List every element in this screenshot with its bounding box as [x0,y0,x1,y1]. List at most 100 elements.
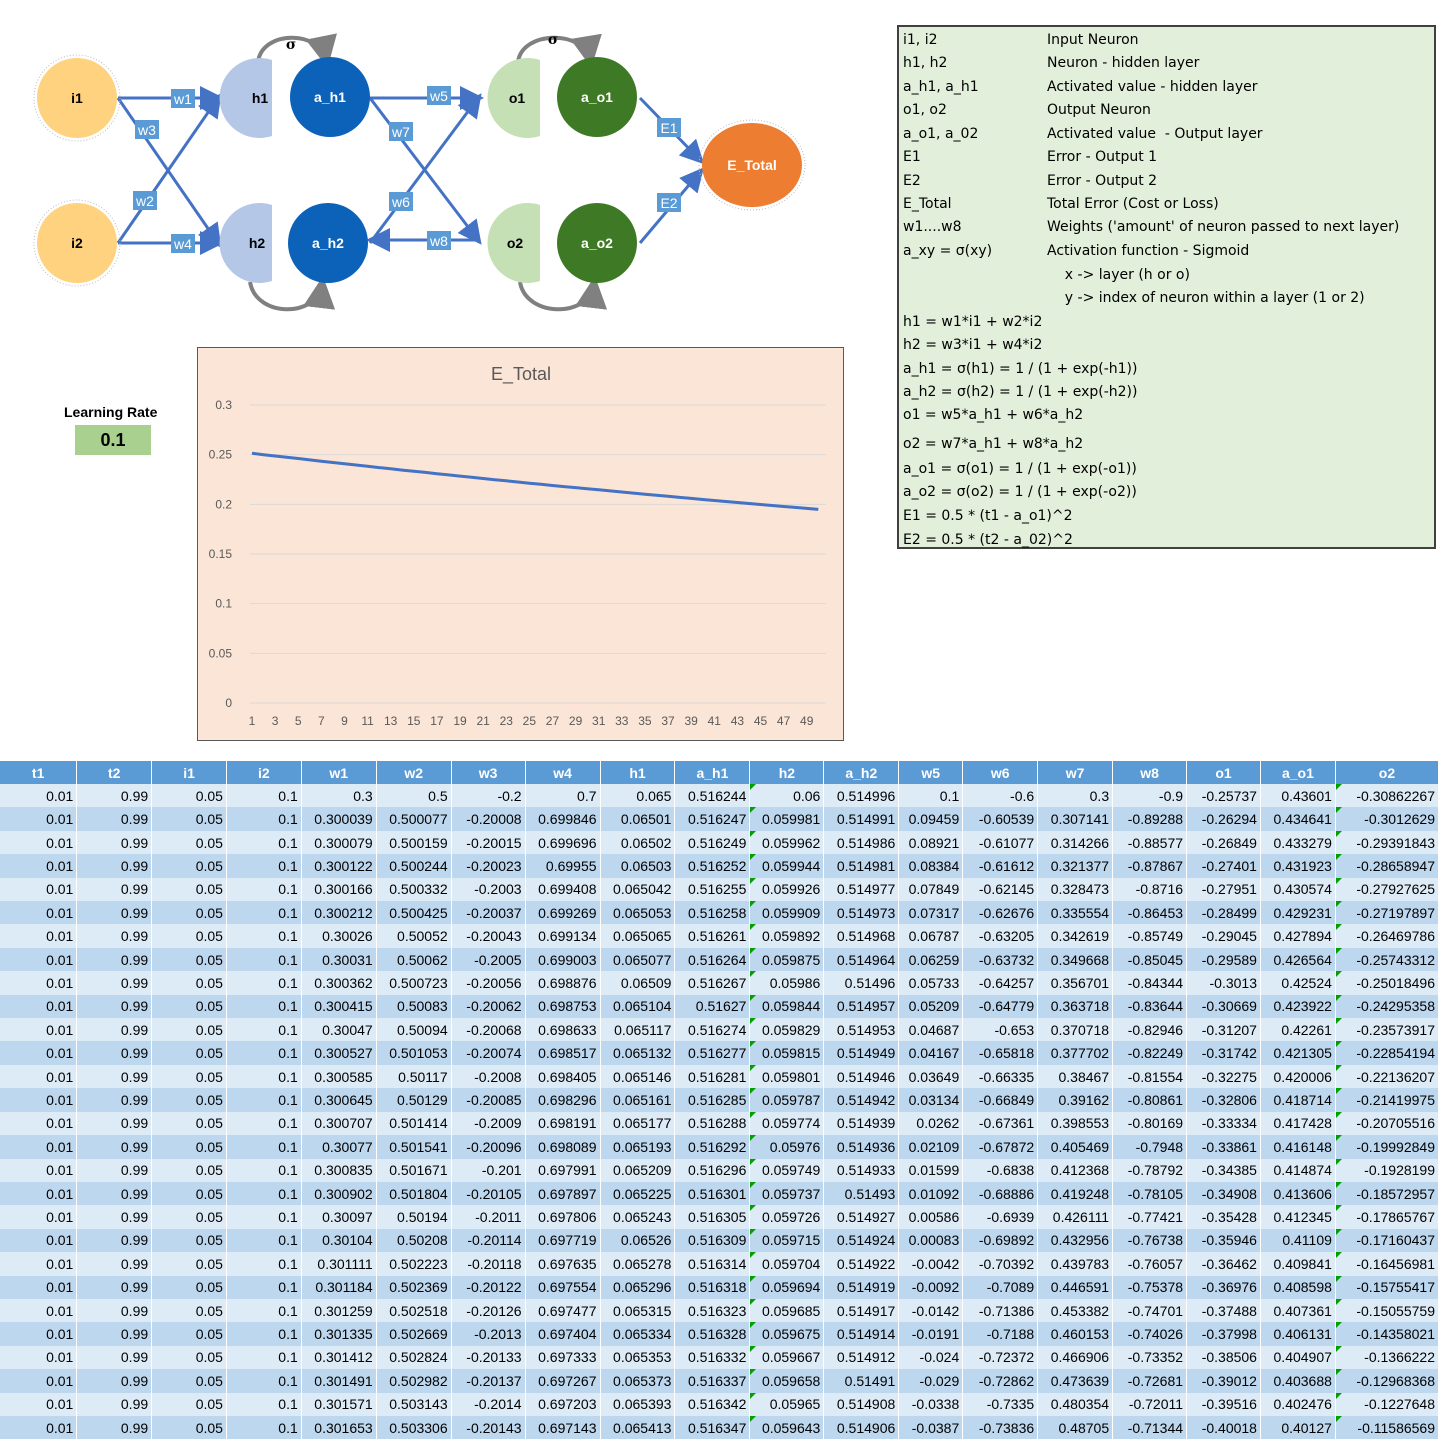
table-cell[interactable]: -0.28499 [1186,901,1261,925]
table-cell[interactable]: 0.50129 [376,1088,452,1112]
table-cell[interactable]: -0.72372 [962,1345,1039,1370]
table-cell[interactable]: -0.20705516 [1335,1111,1439,1136]
table-cell[interactable]: 0.05 [151,877,227,902]
table-cell[interactable]: 0.404907 [1260,1345,1336,1370]
table-cell[interactable]: -0.37488 [1186,1298,1261,1323]
table-cell[interactable]: 0.514973 [823,901,900,925]
table-cell[interactable]: 0.05 [151,1369,227,1393]
table-cell[interactable]: -0.81554 [1112,1064,1188,1089]
table-cell[interactable]: 0.516288 [674,1111,751,1136]
column-header[interactable]: a_o1 [1260,761,1336,784]
table-cell[interactable]: 0.516285 [674,1088,751,1112]
table-cell[interactable]: 0.1 [226,901,302,925]
table-cell[interactable]: 0.301111 [301,1252,377,1276]
table-cell[interactable]: 0.514986 [823,830,900,855]
table-cell[interactable]: -0.17865767 [1335,1205,1439,1229]
table-cell[interactable]: 0.48705 [1037,1415,1114,1440]
table-cell[interactable]: 0.05 [151,830,227,855]
table-cell[interactable]: 0.00586 [898,1205,964,1229]
table-cell[interactable]: 0.698405 [525,1064,601,1089]
table-cell[interactable]: 0.01599 [898,1158,964,1182]
table-cell[interactable]: -0.18572957 [1335,1181,1439,1206]
table-cell[interactable]: 0.06526 [600,1228,676,1253]
table-cell[interactable]: 0.05733 [898,971,964,995]
table-cell[interactable]: 0.423922 [1260,994,1336,1019]
table-cell[interactable]: -0.21419975 [1335,1088,1439,1112]
table-cell[interactable]: 0.99 [76,1298,153,1323]
table-cell[interactable]: -0.20133 [451,1345,526,1370]
table-cell[interactable]: 0.99 [76,924,153,948]
table-cell[interactable]: -0.35428 [1186,1205,1261,1229]
table-cell[interactable]: -0.30862267 [1335,784,1439,808]
table-cell[interactable]: 0.059875 [749,947,825,972]
table-cell[interactable]: 0.1 [226,1135,302,1159]
table-cell[interactable]: 0.1 [226,1111,302,1136]
table-cell[interactable]: 0.514936 [823,1135,900,1159]
table-cell[interactable]: -0.85749 [1112,924,1188,948]
table-cell[interactable]: -0.69892 [962,1228,1039,1253]
table-cell[interactable]: -0.20118 [451,1252,526,1276]
table-cell[interactable]: 0.514917 [823,1298,900,1323]
table-cell[interactable]: 0.698517 [525,1041,601,1065]
table-cell[interactable]: 0.01 [0,854,78,878]
table-cell[interactable]: 0.502669 [376,1322,452,1346]
table-cell[interactable]: 0.08921 [898,830,964,855]
table-cell[interactable]: 0.065117 [600,1018,676,1042]
table-cell[interactable]: 0.301653 [301,1415,377,1440]
table-cell[interactable]: 0.328473 [1037,877,1114,902]
table-cell[interactable]: 0.065225 [600,1181,676,1206]
table-cell[interactable]: 0.059726 [749,1205,825,1229]
table-cell[interactable]: 0.06503 [600,854,676,878]
table-cell[interactable]: 0.059844 [749,994,825,1019]
table-cell[interactable]: -0.39516 [1186,1392,1261,1416]
table-cell[interactable]: 0.09459 [898,807,964,831]
column-header[interactable]: w1 [301,761,377,784]
table-cell[interactable]: -0.66335 [962,1064,1039,1089]
table-cell[interactable]: 0.30026 [301,924,377,948]
table-cell[interactable]: -0.78792 [1112,1158,1188,1182]
table-cell[interactable]: 0.05 [151,1111,227,1136]
table-cell[interactable]: -0.82946 [1112,1018,1188,1042]
table-cell[interactable]: 0.409841 [1260,1252,1336,1276]
column-header[interactable]: a_h1 [674,761,751,784]
table-cell[interactable]: -0.27401 [1186,854,1261,878]
table-cell[interactable]: 0.05 [151,854,227,878]
table-cell[interactable]: 0.065243 [600,1205,676,1229]
column-header[interactable]: t1 [0,761,78,784]
table-cell[interactable]: -0.25737 [1186,784,1261,808]
table-cell[interactable]: -0.20114 [451,1228,526,1253]
table-cell[interactable]: 0.516281 [674,1064,751,1089]
table-cell[interactable]: 0.1 [226,994,302,1019]
table-cell[interactable]: 0.1 [226,1041,302,1065]
table-cell[interactable]: -0.26294 [1186,807,1261,831]
table-cell[interactable]: 0.059685 [749,1298,825,1323]
table-cell[interactable]: 0.065278 [600,1252,676,1276]
table-cell[interactable]: 0.514991 [823,807,900,831]
table-cell[interactable]: 0.356701 [1037,971,1114,995]
table-cell[interactable]: 0.1 [226,1228,302,1253]
table-cell[interactable]: -0.2 [451,784,526,808]
table-cell[interactable]: 0.314266 [1037,830,1114,855]
table-cell[interactable]: -0.29045 [1186,924,1261,948]
table-cell[interactable]: 0.514968 [823,924,900,948]
table-cell[interactable]: -0.20023 [451,854,526,878]
table-cell[interactable]: -0.7335 [962,1392,1039,1416]
table-cell[interactable]: -0.74701 [1112,1298,1188,1323]
table-cell[interactable]: 0.059787 [749,1088,825,1112]
table-cell[interactable]: 0.065413 [600,1415,676,1440]
table-cell[interactable]: 0.01 [0,1064,78,1089]
table-cell[interactable]: 0.03649 [898,1064,964,1089]
table-cell[interactable]: -0.20043 [451,924,526,948]
table-cell[interactable]: 0.697991 [525,1158,601,1182]
table-cell[interactable]: 0.07849 [898,877,964,902]
table-cell[interactable]: -0.9 [1112,784,1188,808]
table-cell[interactable]: -0.20015 [451,830,526,855]
table-cell[interactable]: 0.697719 [525,1228,601,1253]
table-cell[interactable]: -0.73352 [1112,1345,1188,1370]
table-cell[interactable]: 0.99 [76,830,153,855]
table-cell[interactable]: 0.300362 [301,971,377,995]
table-cell[interactable]: 0.514908 [823,1392,900,1416]
table-cell[interactable]: -0.64257 [962,971,1039,995]
table-cell[interactable]: 0.407361 [1260,1298,1336,1323]
table-cell[interactable]: 0.01 [0,877,78,902]
